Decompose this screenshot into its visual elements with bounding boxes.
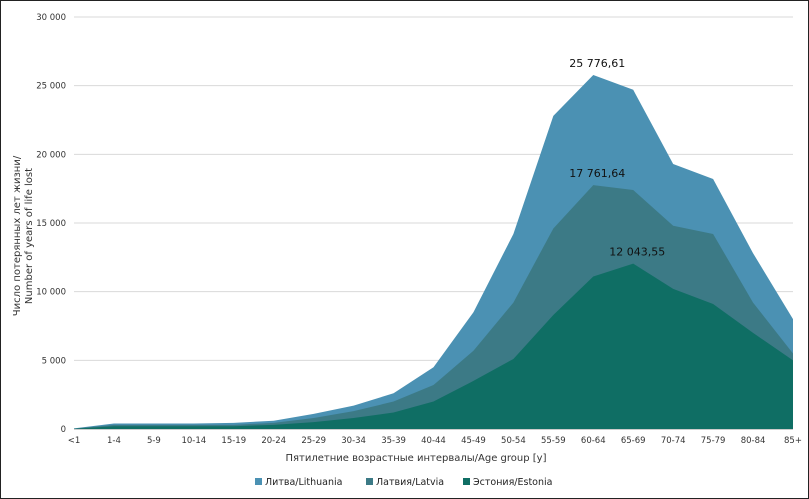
- y-tick-label: 20 000: [36, 150, 66, 160]
- y-tick-label: 30 000: [36, 13, 66, 23]
- x-tick-label: 20-24: [261, 436, 286, 446]
- y-axis-title-line2: Number of years of life lost: [24, 168, 35, 304]
- legend-swatch-latvia: [366, 478, 373, 485]
- x-tick-labels: <1 1-4 5-9 10-14 15-19 20-24 25-29 30-34 35-39 40…: [68, 436, 802, 446]
- y-axis-title-line1: Число потерянных лет жизни/: [12, 155, 23, 316]
- legend-label-lithuania: Литва/Lithuania: [265, 477, 342, 488]
- legend-label-estonia: Эстония/Estonia: [473, 477, 552, 488]
- y-tick-labels: 0 5 000 10 000 15 000 20 000 25 000 30 000: [36, 13, 66, 435]
- x-tick-label: 30-34: [341, 436, 366, 446]
- x-axis-title: Пятилетние возрастные интервалы/Age grou…: [286, 453, 547, 464]
- x-tick-label: 55-59: [541, 436, 566, 446]
- x-tick-label: 80-84: [741, 436, 766, 446]
- x-tick-label: 70-74: [661, 436, 686, 446]
- x-tick-label: 35-39: [381, 436, 406, 446]
- x-tick-label: 65-69: [621, 436, 646, 446]
- x-tick-label: 1-4: [107, 436, 121, 446]
- x-tick-label: 5-9: [147, 436, 161, 446]
- area-series-estonia: [74, 263, 793, 429]
- data-labels: 25 776,61 17 761,64 12 043,55: [569, 57, 665, 259]
- x-tick-label: 50-54: [501, 436, 526, 446]
- data-label: 12 043,55: [609, 246, 665, 259]
- data-label: 25 776,61: [569, 57, 625, 70]
- x-tick-label: 25-29: [301, 436, 326, 446]
- legend: Литва/Lithuania Латвия/Latvia Эстония/Es…: [255, 477, 552, 488]
- y-tick-label: 10 000: [36, 288, 66, 298]
- x-tick-label: 60-64: [581, 436, 606, 446]
- data-label: 17 761,64: [569, 167, 625, 180]
- x-tick-label: 45-49: [461, 436, 486, 446]
- x-tick-label: 85+: [784, 436, 802, 446]
- y-tick-label: 5 000: [42, 356, 66, 366]
- x-tick-label: 40-44: [421, 436, 446, 446]
- legend-label-latvia: Латвия/Latvia: [376, 477, 444, 488]
- legend-swatch-estonia: [463, 478, 470, 485]
- x-tick-label: <1: [68, 436, 81, 446]
- legend-swatch-lithuania: [255, 478, 262, 485]
- area-series-group: [74, 75, 793, 429]
- y-tick-label: 0: [61, 425, 66, 435]
- y-tick-label: 25 000: [36, 82, 66, 92]
- x-tick-label: 15-19: [221, 436, 246, 446]
- x-tick-label: 10-14: [181, 436, 206, 446]
- x-tick-label: 75-79: [701, 436, 726, 446]
- y-tick-label: 15 000: [36, 219, 66, 229]
